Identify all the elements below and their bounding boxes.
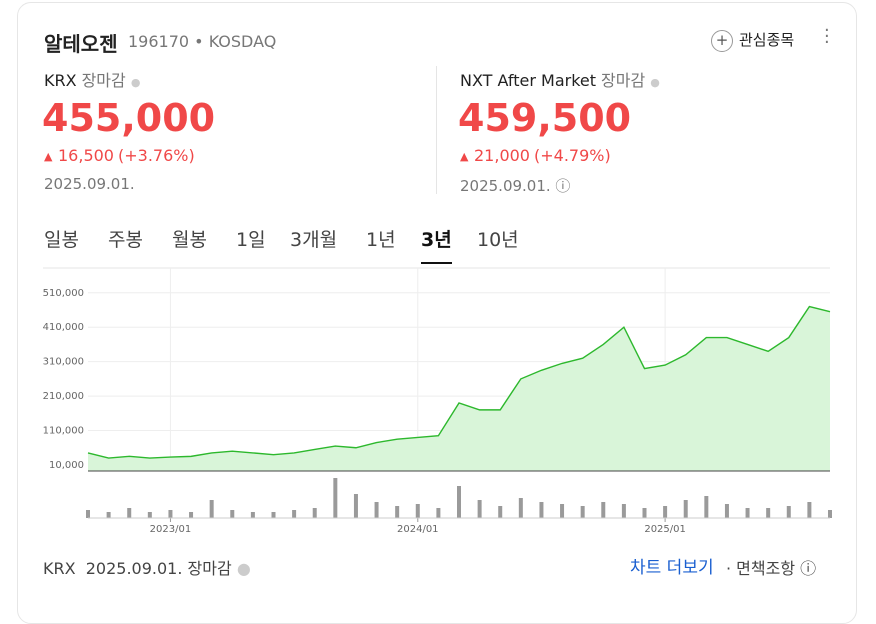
volume-bar — [271, 512, 276, 518]
volume-bar — [580, 506, 585, 518]
y-tick-label: 310,000 — [43, 357, 84, 368]
volume-bar — [292, 510, 297, 518]
volume-bar — [353, 494, 358, 518]
volume-bar — [663, 506, 668, 518]
volume-bar — [518, 498, 523, 518]
volume-bar — [415, 504, 420, 518]
period-tab[interactable]: 10년 — [477, 229, 519, 251]
y-tick-label: 410,000 — [43, 322, 84, 333]
menu[interactable]: · · · — [824, 20, 830, 53]
volume-bar — [766, 508, 771, 518]
y-tick-label: 110,000 — [43, 426, 84, 437]
volume-bar — [250, 512, 255, 518]
status: 장마감 — [601, 71, 646, 90]
period-tab[interactable]: 1일 — [236, 229, 266, 251]
footer-exchange: KRX — [43, 559, 76, 578]
period-tab[interactable]: 1년 — [366, 229, 396, 251]
change: 16,500 — [58, 146, 114, 165]
volume-bar — [312, 508, 317, 518]
volume-bar — [621, 504, 626, 518]
price-line — [87, 305, 831, 459]
date: 2025.09.01. ⓘ — [460, 177, 571, 195]
x-tick-label: 2023/01 — [150, 524, 192, 535]
watch-button[interactable]: + 관심종목 — [711, 29, 794, 52]
volume-bar — [601, 502, 606, 518]
footer-info: KRX 2025.09.01. 장마감 ● — [43, 559, 251, 578]
change-arrow: ▲ — [460, 150, 469, 163]
volume-bar — [147, 512, 152, 518]
volume-bar — [642, 508, 647, 518]
volume-bar — [498, 506, 503, 518]
stock-name: 알테오젠 — [44, 32, 118, 56]
volume-bar — [209, 500, 214, 518]
footer-date: 2025.09.01. — [85, 559, 183, 578]
watch-label: 관심종목 — [739, 31, 795, 49]
volume-bar — [436, 508, 441, 518]
volume-bar — [704, 496, 709, 518]
volume-bar — [786, 506, 791, 518]
price: 459,500 — [458, 96, 632, 140]
volume-bar — [828, 510, 832, 518]
volume-bar — [168, 510, 173, 518]
stock-code: 196170 • KOSDAQ — [128, 32, 277, 51]
price-area — [88, 306, 830, 471]
volume-bar — [106, 512, 111, 518]
volume-bar — [457, 486, 461, 518]
more-link[interactable]: 차트 더보기 — [630, 558, 714, 578]
divider — [436, 66, 437, 194]
volume-bar — [724, 504, 729, 518]
exchange-row: NXT After Market 장마감 ● — [460, 71, 660, 90]
y-tick-label: 210,000 — [43, 391, 84, 402]
volume-bar — [745, 508, 750, 518]
exchange: KRX — [44, 71, 77, 90]
x-tick-label: 2025/01 — [644, 524, 686, 535]
volume-bar — [189, 512, 194, 518]
price: 455,000 — [42, 96, 216, 140]
volume-bar — [560, 504, 565, 518]
volume-bar — [127, 508, 132, 518]
volume-bar — [395, 506, 400, 518]
volume-bar — [807, 502, 812, 518]
disclaimer[interactable]: · 면책조항 ⓘ — [726, 559, 817, 578]
code: 196170 — [128, 32, 190, 51]
period-tab[interactable]: 3년 — [421, 225, 452, 264]
rate: (+3.76%) — [118, 146, 195, 165]
footer-status: 장마감 — [187, 559, 232, 578]
volume-bar — [374, 502, 379, 518]
volume-bar — [683, 500, 688, 518]
market: KOSDAQ — [208, 32, 277, 51]
volume-bar — [539, 502, 544, 518]
rate: (+4.79%) — [534, 146, 611, 165]
disclaimer-label: 면책조항 — [736, 559, 796, 578]
volume-bar — [477, 500, 482, 518]
status: 장마감 — [81, 71, 126, 90]
x-tick-label: 2024/01 — [397, 524, 439, 535]
exchange: NXT After Market — [460, 71, 597, 90]
change: 21,000 — [474, 146, 530, 165]
period-tab[interactable]: 3개월 — [290, 229, 338, 251]
period-tab[interactable]: 월봉 — [172, 229, 207, 251]
y-tick-label: 10,000 — [49, 460, 84, 471]
page: 알테오젠 196170 • KOSDAQ + 관심종목 · · · KRX 장마감 ● 4… — [17, 2, 857, 624]
change-arrow: ▲ — [44, 150, 53, 163]
volume-bar — [333, 478, 338, 518]
period-tab[interactable]: 일봉 — [44, 229, 79, 251]
date: 2025.09.01. — [44, 175, 135, 193]
period-tab[interactable]: 주봉 — [108, 229, 143, 251]
chart: 10,000 110,000 210,000 310,000 410,000 510,00… — [43, 267, 832, 535]
exchange-row: KRX 장마감 ● — [44, 71, 141, 90]
volume-bar — [86, 510, 90, 518]
y-tick-label: 510,000 — [43, 288, 84, 299]
volume-bar — [230, 510, 235, 518]
